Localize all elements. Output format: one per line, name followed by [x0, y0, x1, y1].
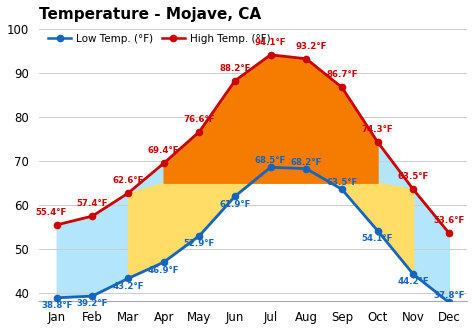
Text: 68.2°F: 68.2°F [291, 158, 322, 166]
Low Temp. (°F) [161, 260, 166, 264]
Legend: Low Temp. (°F), High Temp. (°F): Low Temp. (°F), High Temp. (°F) [44, 30, 275, 48]
Text: 63.5°F: 63.5°F [398, 172, 429, 181]
Low Temp. (°F) [125, 276, 131, 280]
Text: 44.2°F: 44.2°F [397, 277, 429, 287]
High Temp. (°F) [54, 223, 60, 227]
Text: 63.5°F: 63.5°F [326, 178, 357, 187]
High Temp. (°F) [232, 79, 238, 83]
Text: 54.1°F: 54.1°F [362, 234, 393, 243]
High Temp. (°F) [196, 130, 202, 134]
Text: 57.4°F: 57.4°F [77, 199, 108, 208]
Low Temp. (°F) [90, 294, 95, 298]
Text: 43.2°F: 43.2°F [112, 282, 144, 291]
Text: 53.6°F: 53.6°F [433, 216, 465, 225]
High Temp. (°F) [410, 187, 416, 191]
High Temp. (°F) [339, 85, 345, 89]
Text: 94.1°F: 94.1°F [255, 38, 286, 47]
Text: 39.2°F: 39.2°F [77, 300, 108, 308]
Text: 69.4°F: 69.4°F [148, 146, 180, 156]
Low Temp. (°F) [339, 187, 345, 191]
Line: Low Temp. (°F): Low Temp. (°F) [54, 164, 452, 305]
Text: 68.5°F: 68.5°F [255, 156, 286, 165]
High Temp. (°F) [125, 191, 131, 195]
Text: 62.6°F: 62.6°F [112, 176, 144, 185]
High Temp. (°F) [303, 57, 309, 61]
Text: 74.3°F: 74.3°F [362, 125, 393, 134]
High Temp. (°F) [268, 53, 273, 57]
Low Temp. (°F) [268, 165, 273, 169]
High Temp. (°F) [446, 231, 452, 235]
Text: 88.2°F: 88.2°F [219, 64, 251, 73]
Text: 52.9°F: 52.9°F [184, 239, 215, 248]
Line: High Temp. (°F): High Temp. (°F) [54, 52, 452, 236]
Text: 37.8°F: 37.8°F [433, 291, 465, 300]
Low Temp. (°F) [374, 229, 380, 233]
Low Temp. (°F) [196, 234, 202, 238]
Text: 55.4°F: 55.4°F [36, 208, 67, 217]
High Temp. (°F) [161, 162, 166, 166]
Text: Temperature - Mojave, CA: Temperature - Mojave, CA [39, 7, 261, 22]
Text: 46.9°F: 46.9°F [148, 266, 180, 275]
High Temp. (°F) [90, 214, 95, 218]
Text: 86.7°F: 86.7°F [326, 71, 357, 79]
Text: 61.9°F: 61.9°F [219, 200, 251, 209]
Low Temp. (°F) [303, 166, 309, 170]
Text: 93.2°F: 93.2°F [296, 42, 327, 51]
Low Temp. (°F) [446, 300, 452, 304]
Low Temp. (°F) [410, 272, 416, 276]
High Temp. (°F) [374, 140, 380, 144]
Low Temp. (°F) [232, 194, 238, 198]
Text: 76.6°F: 76.6°F [183, 115, 215, 124]
Text: 38.8°F: 38.8°F [41, 301, 73, 310]
Low Temp. (°F) [54, 296, 60, 300]
